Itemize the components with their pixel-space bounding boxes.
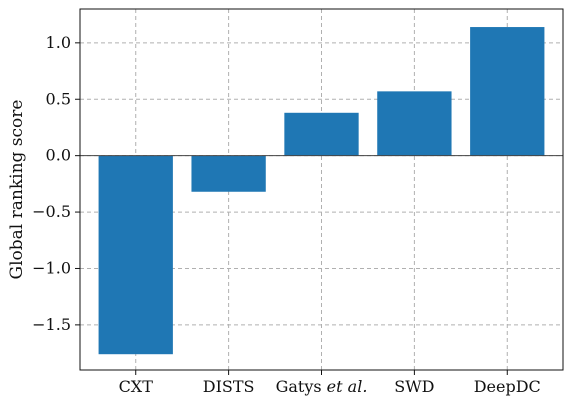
bars-layer xyxy=(98,27,545,355)
y-axis-label: Global ranking score xyxy=(7,100,27,280)
x-tick-label: DeepDC xyxy=(474,377,541,396)
x-tick-label-part: Gatys xyxy=(276,377,327,396)
x-tick-label-part: DISTS xyxy=(203,377,255,396)
x-tick-label-part: SWD xyxy=(394,377,434,396)
x-tick-label: SWD xyxy=(394,377,434,396)
y-tick-label: −0.5 xyxy=(32,202,71,221)
bar-cxt xyxy=(98,155,173,355)
x-tick-label: DISTS xyxy=(203,377,255,396)
x-tick-label-part: DeepDC xyxy=(474,377,541,396)
y-tick-label: 0.0 xyxy=(46,146,71,165)
y-tick-label: −1.5 xyxy=(32,315,71,334)
x-axis-ticks: CXT DISTS Gatys et al. SWD DeepDC xyxy=(119,370,541,396)
x-tick-label-part: et al. xyxy=(327,377,368,396)
y-axis-ticks: −1.5 −1.0 −0.5 0.0 0.5 1.0 xyxy=(32,33,80,334)
bar-swd xyxy=(377,91,452,156)
x-tick-label: Gatys et al. xyxy=(276,377,368,396)
x-tick-label: CXT xyxy=(119,377,154,396)
y-tick-label: 0.5 xyxy=(46,89,71,108)
bar-dists xyxy=(191,155,266,192)
bar-deepdc xyxy=(470,27,545,156)
x-tick-label-part: CXT xyxy=(119,377,154,396)
y-tick-label: 1.0 xyxy=(46,33,71,52)
bar-gatys-et-al xyxy=(284,112,359,156)
y-tick-label: −1.0 xyxy=(32,258,71,277)
